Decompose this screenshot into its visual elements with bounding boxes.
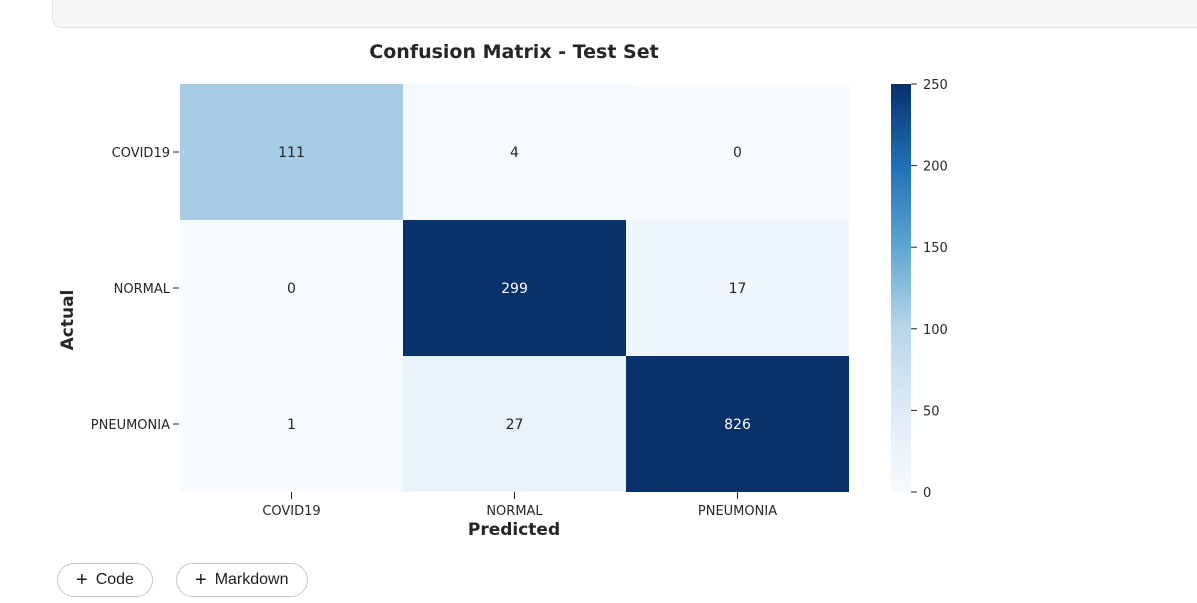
- cell-value-label: 17: [729, 281, 747, 297]
- colorbar-tick-label: 200: [923, 160, 948, 175]
- add-code-label: Code: [95, 571, 134, 588]
- cell-value-label: 0: [287, 281, 296, 297]
- x-tick-label: PNEUMONIA: [698, 504, 777, 519]
- y-tick-label: COVID19: [112, 146, 170, 161]
- y-axis-label: Actual: [58, 290, 78, 351]
- heatmap-cell: [180, 84, 403, 220]
- cell-value-label: 299: [501, 281, 528, 297]
- colorbar-tick-label: 0: [923, 486, 931, 501]
- x-ticks: COVID19 NORMAL PNEUMONIA: [262, 492, 777, 519]
- colorbar-tick-label: 100: [923, 323, 948, 338]
- add-markdown-cell-button[interactable]: + Markdown: [176, 563, 308, 597]
- cell-value-label: 1: [287, 417, 296, 433]
- x-tick-label: COVID19: [262, 504, 320, 519]
- heatmap-cell: [180, 220, 403, 356]
- heatmap-cell: [626, 84, 849, 220]
- colorbar-tick-label: 50: [923, 404, 940, 419]
- y-tick-label: PNEUMONIA: [91, 418, 170, 433]
- heatmap-cells: 111 4 0 0 299 17 1 27 826: [180, 84, 849, 492]
- heatmap-cell: [403, 220, 626, 356]
- colorbar: [891, 84, 911, 492]
- heatmap-cell: [403, 84, 626, 220]
- heatmap-cell: [626, 356, 849, 492]
- cell-value-label: 111: [278, 145, 305, 161]
- cell-value-label: 27: [506, 417, 524, 433]
- cell-value-label: 4: [510, 145, 519, 161]
- cell-value-label: 0: [733, 145, 742, 161]
- y-ticks: COVID19 NORMAL PNEUMONIA: [91, 146, 179, 433]
- add-code-cell-button[interactable]: + Code: [57, 563, 153, 597]
- heatmap-cell: [403, 356, 626, 492]
- cell-value-label: 826: [724, 417, 751, 433]
- chart-title: Confusion Matrix - Test Set: [369, 41, 658, 63]
- confusion-matrix-figure: Confusion Matrix - Test Set 111 4 00 299 171…: [58, 41, 948, 540]
- x-axis-label: Predicted: [468, 520, 560, 540]
- heatmap-cell: [626, 220, 849, 356]
- code-cell[interactable]: _( , , , )): [52, 0, 1197, 28]
- y-tick-label: NORMAL: [114, 282, 171, 297]
- heatmap-cell: [180, 356, 403, 492]
- plus-icon: +: [195, 569, 207, 591]
- colorbar-tick-label: 250: [923, 78, 948, 93]
- add-markdown-label: Markdown: [214, 571, 289, 588]
- x-tick-label: NORMAL: [486, 504, 543, 519]
- colorbar-ticks: 0 50 100 150 200 250: [911, 78, 948, 501]
- plus-icon: +: [76, 569, 88, 591]
- colorbar-tick-label: 150: [923, 241, 948, 256]
